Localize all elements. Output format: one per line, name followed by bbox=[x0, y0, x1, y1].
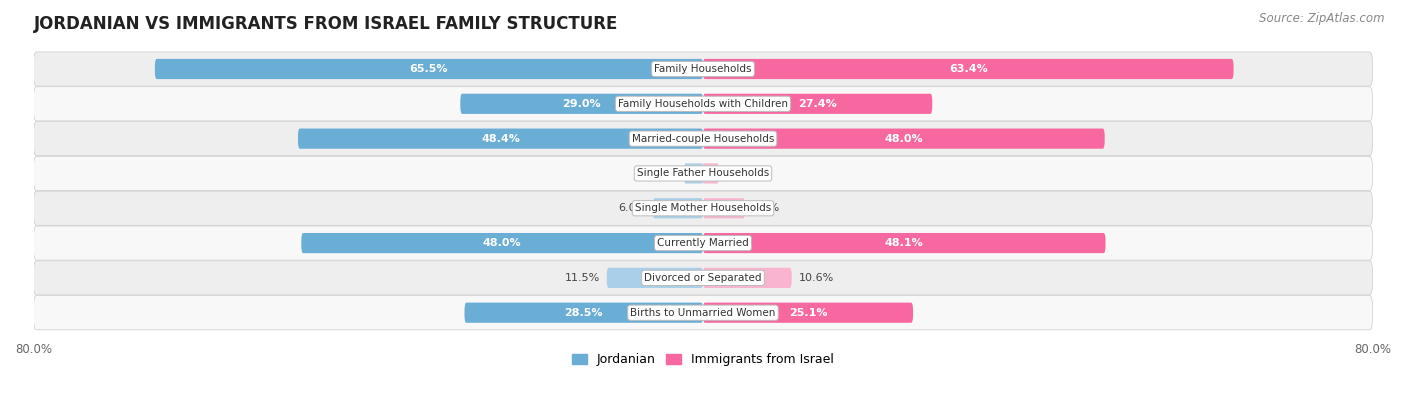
FancyBboxPatch shape bbox=[703, 268, 792, 288]
Text: 48.1%: 48.1% bbox=[884, 238, 924, 248]
FancyBboxPatch shape bbox=[703, 303, 912, 323]
Text: 6.0%: 6.0% bbox=[617, 203, 647, 213]
Text: Births to Unmarried Women: Births to Unmarried Women bbox=[630, 308, 776, 318]
Text: 27.4%: 27.4% bbox=[799, 99, 837, 109]
Text: 48.4%: 48.4% bbox=[481, 134, 520, 144]
FancyBboxPatch shape bbox=[703, 164, 718, 184]
FancyBboxPatch shape bbox=[703, 233, 1105, 253]
Text: 11.5%: 11.5% bbox=[565, 273, 600, 283]
FancyBboxPatch shape bbox=[460, 94, 703, 114]
FancyBboxPatch shape bbox=[464, 303, 703, 323]
Text: 25.1%: 25.1% bbox=[789, 308, 827, 318]
Text: Family Households with Children: Family Households with Children bbox=[619, 99, 787, 109]
Text: Currently Married: Currently Married bbox=[657, 238, 749, 248]
FancyBboxPatch shape bbox=[34, 87, 1372, 121]
FancyBboxPatch shape bbox=[34, 191, 1372, 225]
Text: Source: ZipAtlas.com: Source: ZipAtlas.com bbox=[1260, 12, 1385, 25]
Text: Single Father Households: Single Father Households bbox=[637, 168, 769, 179]
FancyBboxPatch shape bbox=[703, 59, 1233, 79]
Text: 48.0%: 48.0% bbox=[482, 238, 522, 248]
FancyBboxPatch shape bbox=[685, 164, 703, 184]
FancyBboxPatch shape bbox=[301, 233, 703, 253]
Text: 65.5%: 65.5% bbox=[409, 64, 449, 74]
Text: 10.6%: 10.6% bbox=[799, 273, 834, 283]
Text: 2.2%: 2.2% bbox=[650, 168, 678, 179]
Text: 63.4%: 63.4% bbox=[949, 64, 987, 74]
FancyBboxPatch shape bbox=[34, 226, 1372, 260]
FancyBboxPatch shape bbox=[34, 295, 1372, 330]
Text: 29.0%: 29.0% bbox=[562, 99, 600, 109]
FancyBboxPatch shape bbox=[34, 122, 1372, 156]
FancyBboxPatch shape bbox=[703, 94, 932, 114]
FancyBboxPatch shape bbox=[652, 198, 703, 218]
FancyBboxPatch shape bbox=[34, 156, 1372, 190]
Text: Family Households: Family Households bbox=[654, 64, 752, 74]
FancyBboxPatch shape bbox=[607, 268, 703, 288]
Text: 48.0%: 48.0% bbox=[884, 134, 924, 144]
FancyBboxPatch shape bbox=[703, 198, 745, 218]
FancyBboxPatch shape bbox=[34, 52, 1372, 86]
Text: 28.5%: 28.5% bbox=[564, 308, 603, 318]
FancyBboxPatch shape bbox=[155, 59, 703, 79]
FancyBboxPatch shape bbox=[298, 128, 703, 149]
Text: Divorced or Separated: Divorced or Separated bbox=[644, 273, 762, 283]
Legend: Jordanian, Immigrants from Israel: Jordanian, Immigrants from Israel bbox=[567, 348, 839, 371]
Text: 5.0%: 5.0% bbox=[752, 203, 780, 213]
Text: JORDANIAN VS IMMIGRANTS FROM ISRAEL FAMILY STRUCTURE: JORDANIAN VS IMMIGRANTS FROM ISRAEL FAMI… bbox=[34, 15, 617, 33]
FancyBboxPatch shape bbox=[703, 128, 1105, 149]
Text: 1.8%: 1.8% bbox=[724, 168, 754, 179]
Text: Married-couple Households: Married-couple Households bbox=[631, 134, 775, 144]
FancyBboxPatch shape bbox=[34, 261, 1372, 295]
Text: Single Mother Households: Single Mother Households bbox=[636, 203, 770, 213]
